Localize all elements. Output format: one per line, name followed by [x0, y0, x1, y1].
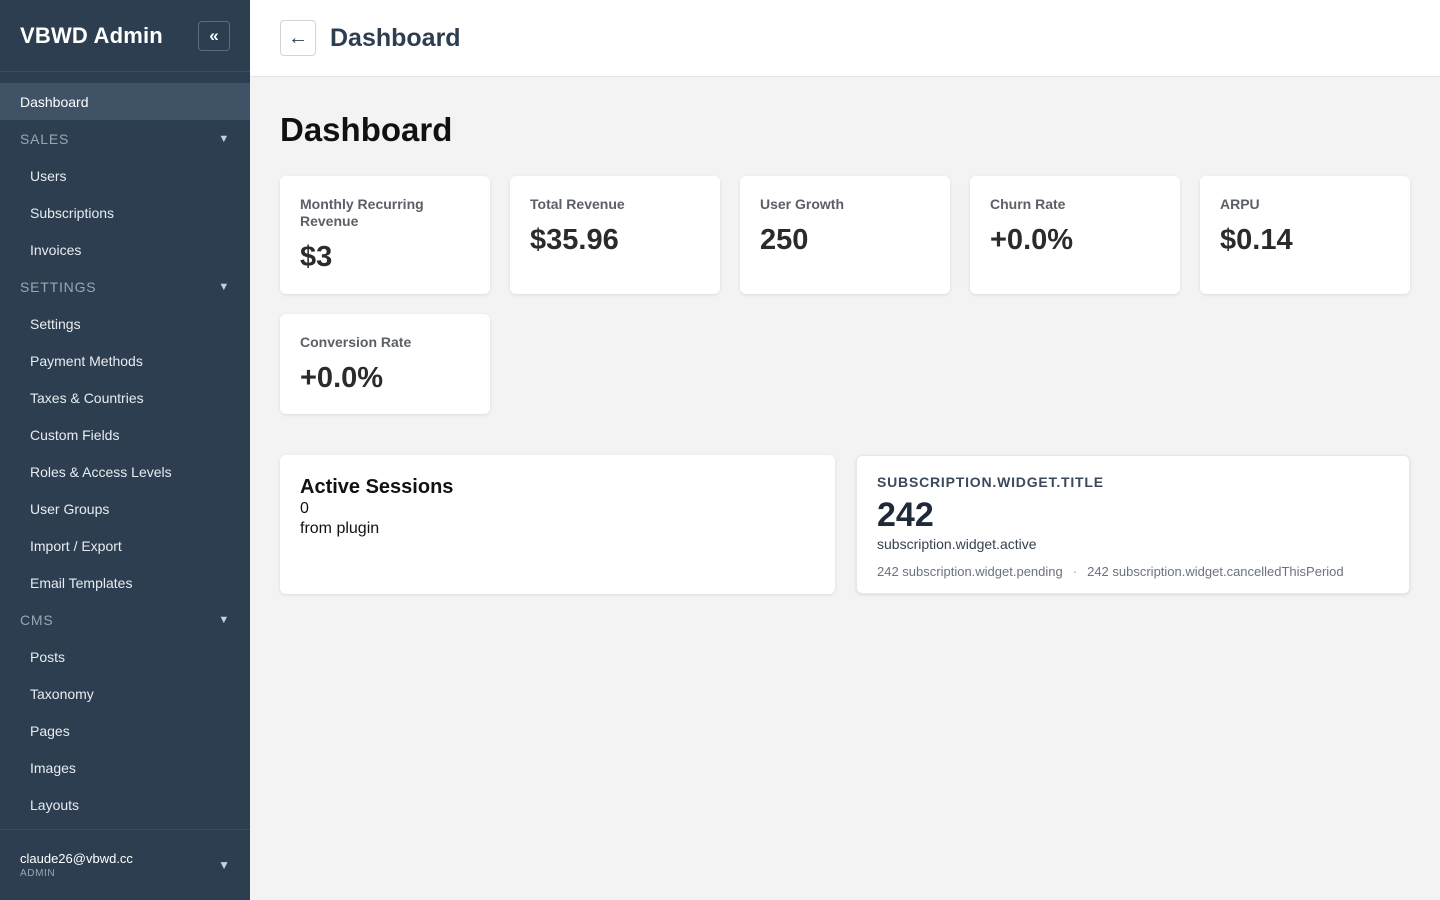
sidebar-item-label: Posts — [30, 648, 66, 665]
sidebar-item-email-templates[interactable]: Email Templates — [0, 564, 250, 601]
page-title: Dashboard — [280, 111, 453, 148]
sidebar-item-label: Dashboard — [20, 93, 89, 110]
arrow-left-icon: ← — [288, 26, 308, 49]
stat-label: ARPU — [1220, 196, 1260, 212]
widget-source: from plugin — [300, 520, 380, 537]
subscription-widget: SUBSCRIPTION.WIDGET.TITLE 242 subscripti… — [856, 455, 1410, 594]
stat-label: Churn Rate — [990, 196, 1066, 212]
sidebar: VBWD Admin « Dashboard SALES ▼ Users Sub… — [0, 0, 250, 900]
sidebar-item-taxonomy[interactable]: Taxonomy — [0, 675, 250, 712]
stat-value: +0.0% — [300, 362, 384, 394]
sidebar-brand: VBWD Admin « — [0, 0, 250, 72]
widgets-row: Active Sessions 0 from plugin SUBSCRIPTI… — [280, 455, 1410, 594]
double-chevron-left-icon: « — [209, 26, 219, 45]
sidebar-item-subscriptions[interactable]: Subscriptions — [0, 194, 250, 231]
stat-label: User Growth — [760, 196, 845, 212]
stat-card-mrr: Monthly Recurring Revenue $3 — [280, 176, 490, 294]
sidebar-section-label: CMS — [20, 611, 54, 628]
sidebar-nav: Dashboard SALES ▼ Users Subscriptions In… — [0, 72, 250, 823]
sidebar-item-label: Users — [30, 167, 67, 184]
widget-title: SUBSCRIPTION.WIDGET.TITLE — [877, 474, 1104, 490]
sidebar-item-import-export[interactable]: Import / Export — [0, 527, 250, 564]
chevron-down-icon: ▼ — [218, 858, 230, 872]
stat-value: $35.96 — [530, 224, 619, 256]
sidebar-item-label: Images — [30, 759, 76, 776]
stat-card-total-revenue: Total Revenue $35.96 — [510, 176, 720, 294]
stat-card-user-growth: User Growth 250 — [740, 176, 950, 294]
stat-value: +0.0% — [990, 224, 1074, 256]
active-sessions-widget: Active Sessions 0 from plugin — [280, 455, 835, 594]
stat-value: $0.14 — [1220, 224, 1293, 256]
collapse-sidebar-button[interactable]: « — [198, 21, 230, 51]
subscription-pending: 242 subscription.widget.pending — [877, 564, 1063, 579]
chevron-down-icon: ▼ — [218, 613, 230, 626]
sidebar-item-settings[interactable]: Settings — [0, 305, 250, 342]
topbar: ← Dashboard — [250, 0, 1440, 77]
subscription-count: 242 — [877, 496, 934, 534]
sidebar-item-label: Custom Fields — [30, 426, 120, 443]
stat-value: 250 — [760, 224, 809, 256]
sidebar-item-label: Layouts — [30, 796, 80, 813]
sidebar-item-taxes-countries[interactable]: Taxes & Countries — [0, 379, 250, 416]
sidebar-section-label: SALES — [20, 130, 70, 147]
subscription-cancelled: 242 subscription.widget.cancelledThisPer… — [1087, 564, 1344, 579]
sidebar-item-payment-methods[interactable]: Payment Methods — [0, 342, 250, 379]
chevron-down-icon: ▼ — [218, 280, 230, 293]
subscription-active-label: subscription.widget.active — [877, 536, 1037, 552]
sidebar-item-dashboard[interactable]: Dashboard — [0, 83, 250, 120]
sidebar-section-cms[interactable]: CMS ▼ — [0, 601, 250, 638]
user-info: claude26@vbwd.cc ADMIN — [20, 851, 133, 879]
widget-title: Active Sessions — [300, 476, 454, 498]
sidebar-section-label: SETTINGS — [20, 278, 97, 295]
back-button[interactable]: ← — [280, 20, 316, 56]
brand-title: VBWD Admin — [20, 22, 163, 48]
sidebar-item-label: Subscriptions — [30, 204, 115, 221]
sidebar-item-images[interactable]: Images — [0, 749, 250, 786]
stat-label: Total Revenue — [530, 196, 625, 212]
sidebar-item-label: Invoices — [30, 241, 82, 258]
sidebar-item-label: User Groups — [30, 500, 110, 517]
sidebar-item-layouts[interactable]: Layouts — [0, 786, 250, 823]
sidebar-section-sales[interactable]: SALES ▼ — [0, 120, 250, 157]
user-menu[interactable]: claude26@vbwd.cc ADMIN ▼ — [0, 829, 250, 900]
sidebar-item-label: Settings — [30, 315, 81, 332]
sidebar-item-user-groups[interactable]: User Groups — [0, 490, 250, 527]
sidebar-item-label: Roles & Access Levels — [30, 463, 172, 480]
stat-label: Conversion Rate — [300, 334, 412, 350]
sidebar-item-roles-access-levels[interactable]: Roles & Access Levels — [0, 453, 250, 490]
stat-label: Monthly Recurring Revenue — [300, 196, 424, 229]
sidebar-item-custom-fields[interactable]: Custom Fields — [0, 416, 250, 453]
stat-card-churn-rate: Churn Rate +0.0% — [970, 176, 1180, 294]
sidebar-item-label: Pages — [30, 722, 70, 739]
user-role: ADMIN — [20, 868, 56, 879]
sidebar-item-label: Email Templates — [30, 574, 133, 591]
separator-dot: · — [1072, 564, 1078, 579]
sidebar-item-label: Taxes & Countries — [30, 389, 144, 406]
stat-card-arpu: ARPU $0.14 — [1200, 176, 1410, 294]
widget-value: 0 — [300, 500, 309, 517]
main-content: Dashboard Monthly Recurring Revenue $3 T… — [280, 77, 1410, 594]
sidebar-item-pages[interactable]: Pages — [0, 712, 250, 749]
stat-card-conversion-rate: Conversion Rate +0.0% — [280, 314, 490, 414]
subscription-meta: 242 subscription.widget.pending · 242 su… — [877, 564, 1389, 579]
stat-value: $3 — [300, 241, 333, 273]
sidebar-item-label: Payment Methods — [30, 352, 143, 369]
user-email: claude26@vbwd.cc — [20, 851, 133, 866]
sidebar-section-settings[interactable]: SETTINGS ▼ — [0, 268, 250, 305]
header-title: Dashboard — [330, 23, 461, 52]
sidebar-item-label: Import / Export — [30, 537, 122, 554]
sidebar-item-label: Taxonomy — [30, 685, 94, 702]
sidebar-item-users[interactable]: Users — [0, 157, 250, 194]
chevron-down-icon: ▼ — [218, 132, 230, 145]
sidebar-item-posts[interactable]: Posts — [0, 638, 250, 675]
stats-grid: Monthly Recurring Revenue $3 Total Reven… — [280, 176, 1410, 414]
sidebar-item-invoices[interactable]: Invoices — [0, 231, 250, 268]
